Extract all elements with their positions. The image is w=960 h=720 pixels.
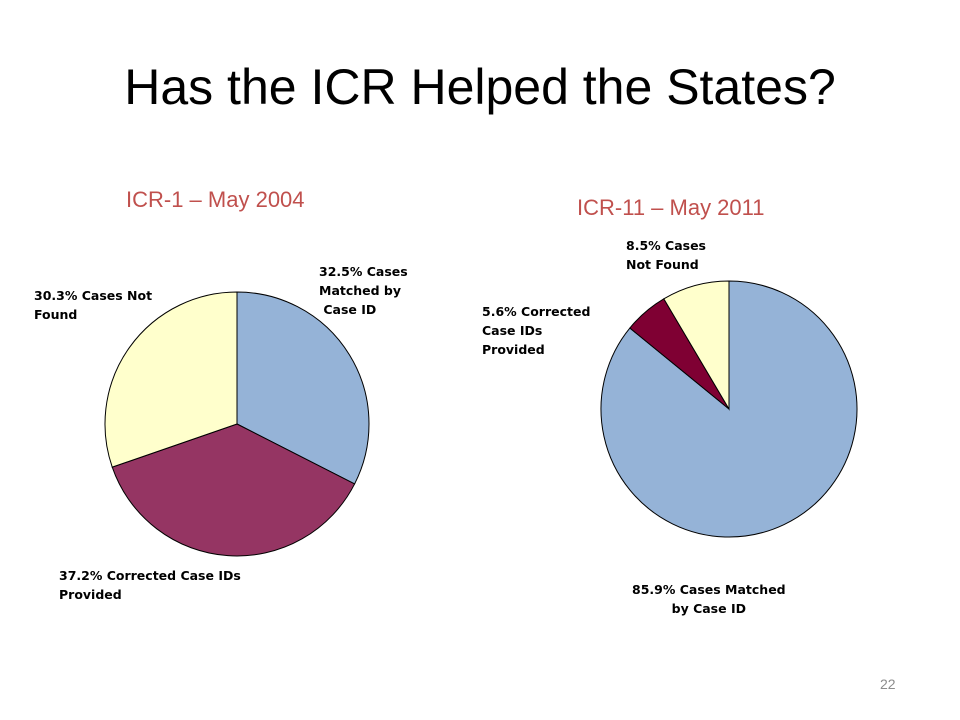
slice-label-line: 37.2% Corrected Case IDs — [59, 568, 241, 583]
slice-label-icr11-matched: 85.9% Cases Matched by Case ID — [632, 580, 786, 618]
slice-label-icr11-not-found: 8.5% Cases Not Found — [626, 236, 706, 274]
page-number: 22 — [880, 676, 896, 692]
slice-label-line: Provided — [59, 587, 122, 602]
pie-slice-icr11-not-found — [663, 280, 730, 411]
pie-slice-icr1-matched — [236, 291, 370, 485]
slice-label-line: 30.3% Cases Not — [34, 288, 153, 303]
slice-label-line: by Case ID — [671, 601, 746, 616]
chart-title-icr-11: ICR-11 – May 2011 — [577, 195, 765, 220]
slice-label-line: 85.9% Cases Matched — [632, 582, 786, 597]
chart-title-icr-1: ICR-1 – May 2004 — [126, 187, 305, 212]
slice-label-icr11-corrected: 5.6% Corrected Case IDs Provided — [482, 302, 590, 359]
pie-slice-icr1-corrected — [111, 423, 356, 557]
slice-label-line: 32.5% Cases — [319, 264, 408, 279]
slice-label-icr1-not-found: 30.3% Cases Not Found — [34, 286, 152, 324]
slice-label-line: Found — [34, 307, 78, 322]
slice-label-line: Case ID — [319, 302, 377, 317]
slice-label-line: Not Found — [626, 257, 699, 272]
slice-label-icr1-matched: 32.5% Cases Matched by Case ID — [319, 262, 408, 319]
slice-label-icr1-corrected: 37.2% Corrected Case IDs Provided — [59, 566, 241, 604]
slice-label-line: Matched by — [319, 283, 402, 298]
slide-title: Has the ICR Helped the States? — [124, 59, 836, 115]
slice-label-line: Case IDs — [482, 323, 543, 338]
slice-label-line: 8.5% Cases — [626, 238, 706, 253]
slice-label-line: Provided — [482, 342, 545, 357]
pie-slice-icr1-not-found — [104, 291, 238, 468]
slice-label-line: 5.6% Corrected — [482, 304, 591, 319]
